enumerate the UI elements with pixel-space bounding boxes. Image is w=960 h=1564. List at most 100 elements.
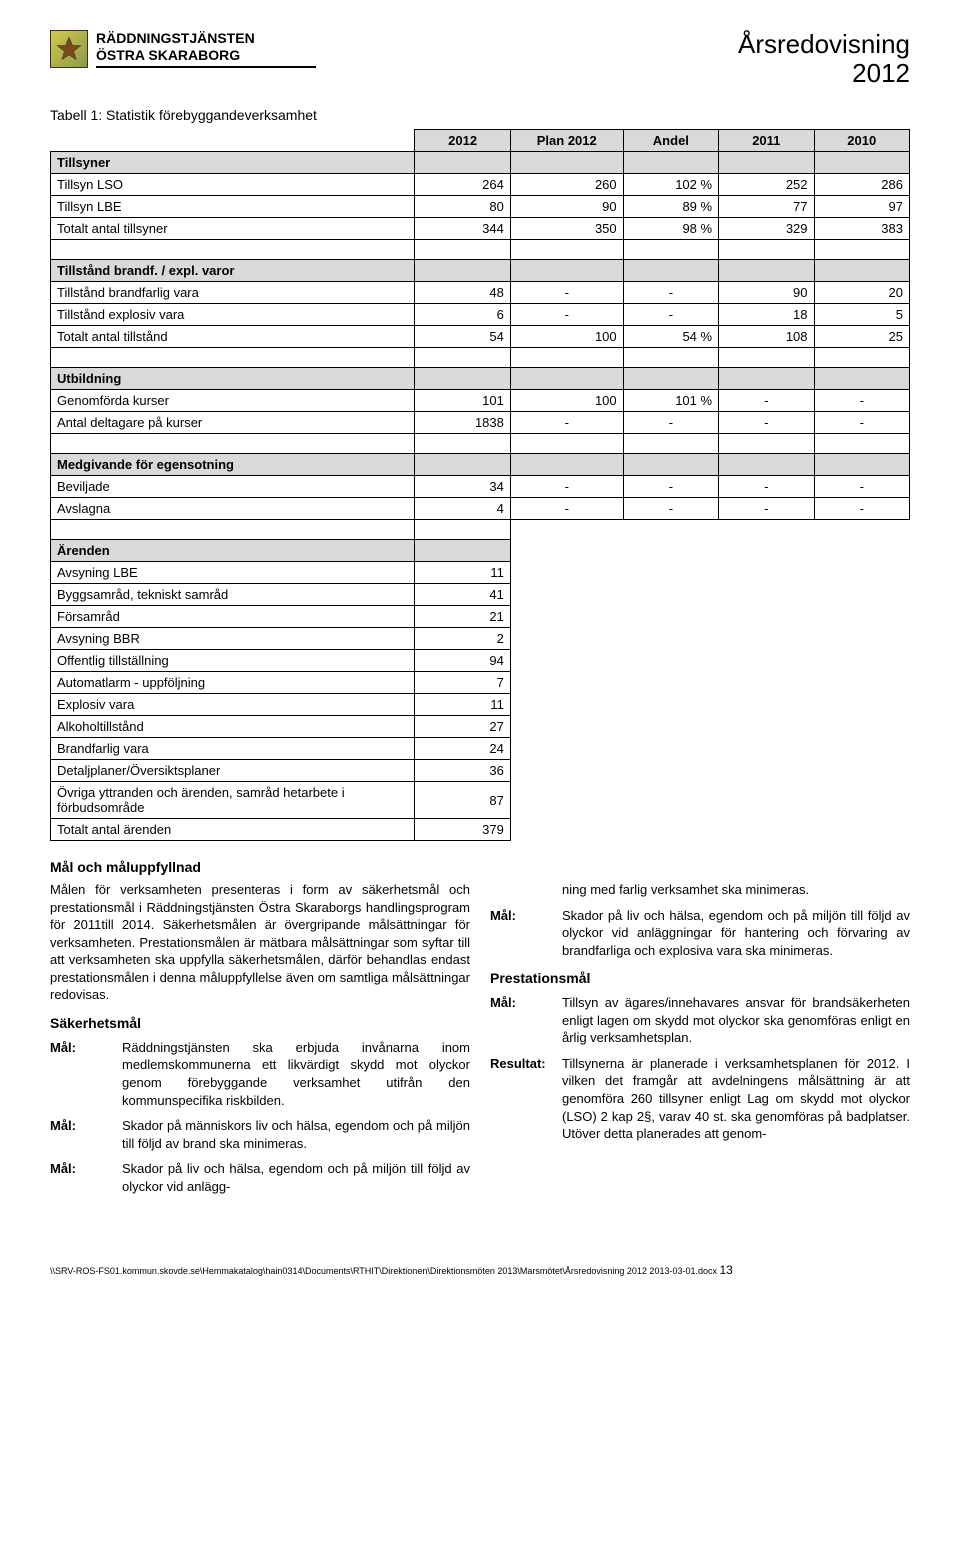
cell: 24 xyxy=(415,738,510,760)
cell: - xyxy=(623,476,718,498)
blank-cell xyxy=(814,348,909,368)
row-label: Offentlig tillställning xyxy=(51,650,415,672)
table-row: Alkoholtillstånd27 xyxy=(51,716,910,738)
org-logo xyxy=(50,30,88,68)
mal-row: Mål:Räddningstjänsten ska erbjuda invåna… xyxy=(50,1039,470,1109)
footer-path: \\SRV-ROS-FS01.kommun.skovde.se\Hemmakat… xyxy=(50,1266,717,1276)
table-row: Tillstånd brandfarlig vara48--9020 xyxy=(51,282,910,304)
section-cell xyxy=(415,260,510,282)
empty-cell xyxy=(510,562,909,584)
cell: 102 % xyxy=(623,174,718,196)
table-row: Beviljade34---- xyxy=(51,476,910,498)
empty-cell xyxy=(510,782,909,819)
blank-cell xyxy=(51,348,415,368)
section-cell xyxy=(814,454,909,476)
blank-cell xyxy=(623,348,718,368)
blank-cell xyxy=(719,348,814,368)
section-cell xyxy=(415,540,510,562)
section-cell xyxy=(623,454,718,476)
row-label: Totalt antal tillstånd xyxy=(51,326,415,348)
cell: 34 xyxy=(415,476,510,498)
blank-row xyxy=(51,520,910,540)
blank-cell xyxy=(510,348,623,368)
section-row: Medgivande för egensotning xyxy=(51,454,910,476)
cell: 20 xyxy=(814,282,909,304)
row-label: Avsyning LBE xyxy=(51,562,415,584)
cell: 100 xyxy=(510,390,623,412)
cell: 54 % xyxy=(623,326,718,348)
cell: 36 xyxy=(415,760,510,782)
title2: 2012 xyxy=(852,58,910,88)
table-row: Explosiv vara11 xyxy=(51,694,910,716)
blank-cell xyxy=(415,348,510,368)
section-cell xyxy=(510,454,623,476)
cell: - xyxy=(510,476,623,498)
cell: 7 xyxy=(415,672,510,694)
table-row: Tillsyn LSO264260102 %252286 xyxy=(51,174,910,196)
table-row: Tillstånd explosiv vara6--185 xyxy=(51,304,910,326)
empty-cell xyxy=(510,606,909,628)
section-cell xyxy=(510,152,623,174)
mal-label: Mål: xyxy=(50,1117,110,1152)
section-cell xyxy=(623,260,718,282)
section-cell xyxy=(719,368,814,390)
table-row: Tillsyn LBE809089 %7797 xyxy=(51,196,910,218)
goals-col-left: Målen för verksamheten presenteras i for… xyxy=(50,881,470,1203)
empty-cell xyxy=(510,650,909,672)
cell: - xyxy=(719,476,814,498)
cell: 89 % xyxy=(623,196,718,218)
mal-row: Mål: Skador på liv och hälsa, egendom och… xyxy=(50,1160,470,1195)
blank-cell xyxy=(814,240,909,260)
empty-cell xyxy=(510,694,909,716)
row-label: Genomförda kurser xyxy=(51,390,415,412)
row-label: Församråd xyxy=(51,606,415,628)
cell: - xyxy=(814,498,909,520)
section-label: Tillsyner xyxy=(51,152,415,174)
org-name: RÄDDNINGSTJÄNSTEN ÖSTRA SKARABORG xyxy=(96,30,316,68)
mal-label: Mål: xyxy=(50,1160,110,1195)
cell: 90 xyxy=(510,196,623,218)
mal-text: Skador på liv och hälsa, egendom och på … xyxy=(562,907,910,960)
table-row: Totalt antal ärenden379 xyxy=(51,819,910,841)
mal-text: Räddningstjänsten ska erbjuda invånarna … xyxy=(122,1039,470,1109)
cell: - xyxy=(510,412,623,434)
sakerhetsmal-heading: Säkerhetsmål xyxy=(50,1014,470,1033)
cell: - xyxy=(719,412,814,434)
section-cell xyxy=(415,368,510,390)
table-row: Övriga yttranden och ärenden, samråd het… xyxy=(51,782,910,819)
section-label: Utbildning xyxy=(51,368,415,390)
goals-intro: Målen för verksamheten presenteras i for… xyxy=(50,881,470,1004)
section-row: Utbildning xyxy=(51,368,910,390)
mal-label: Mål: xyxy=(490,994,550,1047)
empty-cell xyxy=(510,819,909,841)
row-label: Automatlarm - uppföljning xyxy=(51,672,415,694)
cell: - xyxy=(814,476,909,498)
cell: 6 xyxy=(415,304,510,326)
resultat-text: Tillsynerna är planerade i verksamhetspl… xyxy=(562,1055,910,1143)
row-label: Brandfarlig vara xyxy=(51,738,415,760)
cell: 48 xyxy=(415,282,510,304)
footer: \\SRV-ROS-FS01.kommun.skovde.se\Hemmakat… xyxy=(50,1263,910,1277)
row-label: Beviljade xyxy=(51,476,415,498)
blank-cell xyxy=(415,434,510,454)
cell: 25 xyxy=(814,326,909,348)
mal-text: Skador på liv och hälsa, egendom och på … xyxy=(122,1160,470,1195)
col-2012: 2012 xyxy=(415,130,510,152)
cell: 101 xyxy=(415,390,510,412)
cell: 264 xyxy=(415,174,510,196)
empty-cell xyxy=(510,716,909,738)
header-left: RÄDDNINGSTJÄNSTEN ÖSTRA SKARABORG xyxy=(50,30,316,68)
blank-row xyxy=(51,434,910,454)
section-cell xyxy=(719,152,814,174)
table-row: Församråd21 xyxy=(51,606,910,628)
section-cell xyxy=(510,368,623,390)
blank-cell xyxy=(814,434,909,454)
mal-row: Resultat: Tillsynerna är planerade i ver… xyxy=(490,1055,910,1143)
cell: 80 xyxy=(415,196,510,218)
cell: 11 xyxy=(415,694,510,716)
cell: 252 xyxy=(719,174,814,196)
section-label: Ärenden xyxy=(51,540,415,562)
cell: - xyxy=(510,304,623,326)
section-row: Ärenden xyxy=(51,540,910,562)
section-cell xyxy=(814,260,909,282)
